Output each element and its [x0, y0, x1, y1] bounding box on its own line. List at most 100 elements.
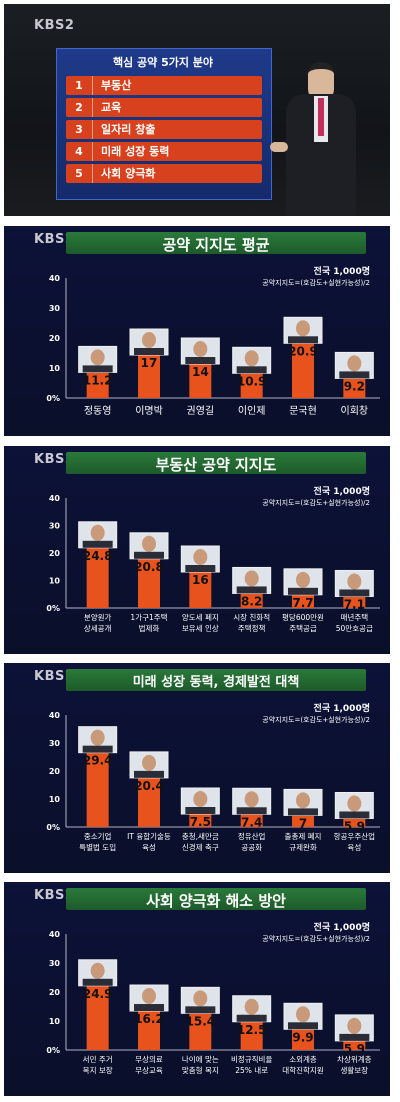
candidate-suit — [134, 551, 164, 559]
category-label: 출총제 폐지 — [285, 831, 322, 841]
sample-size-note: 전국 1,000명 — [313, 267, 370, 277]
y-tick-label: 40 — [49, 494, 61, 503]
y-tick-label: 10 — [49, 795, 61, 804]
candidate-suit — [288, 808, 318, 816]
title-bar — [66, 232, 366, 254]
presenter-tie — [318, 98, 324, 136]
bar — [86, 744, 109, 827]
category-label: 무상의료 — [135, 1054, 163, 1064]
menu-item-5: 5 사회 양극화 — [66, 164, 262, 183]
menu-item-label: 사회 양극화 — [101, 167, 156, 180]
sample-size-note: 전국 1,000명 — [313, 487, 370, 497]
bar — [86, 977, 109, 1050]
y-tick-label: 0% — [46, 1046, 60, 1055]
menu-item-number: 1 — [66, 76, 93, 95]
category-label: 50만호공급 — [336, 624, 373, 633]
y-tick-label: 10 — [49, 1017, 61, 1026]
kbs2-logo: KBS2 — [34, 888, 75, 903]
value-label: 24.8 — [83, 549, 113, 563]
candidate-suit — [82, 745, 113, 753]
y-tick-label: 40 — [49, 274, 61, 283]
candidate-suit — [236, 807, 267, 815]
candidate-suit — [236, 366, 267, 374]
value-label: 20.4 — [134, 779, 164, 793]
value-label: 9.2 — [344, 379, 365, 393]
category-label: 시장 친화적 — [233, 612, 270, 622]
category-label: 맞춤형 복지 — [182, 1065, 219, 1075]
candidate-face — [142, 988, 156, 1005]
category-label: 주택정책 — [238, 623, 266, 633]
category-label: 문국현 — [289, 405, 317, 417]
menu-title: 핵심 공약 5가지 분야 — [112, 56, 214, 69]
chart-title: 공약 지지도 평균 — [162, 236, 270, 254]
candidate-face — [296, 792, 310, 809]
candidate-face — [244, 791, 259, 808]
category-label: IT 융합기술등 — [127, 832, 171, 841]
candidate-face — [296, 320, 310, 337]
candidate-face — [244, 570, 259, 587]
candidate-face — [142, 535, 156, 552]
candidate-suit — [134, 770, 164, 778]
category-label: 이회창 — [341, 405, 369, 417]
y-tick-label: 20 — [49, 988, 61, 997]
category-label: 충청,새만금 — [182, 832, 219, 841]
candidate-suit — [288, 336, 318, 344]
value-label: 29.4 — [83, 754, 113, 768]
menu-item-4: 4 미래 성장 동력 — [66, 142, 262, 161]
title-bar — [66, 452, 366, 474]
value-label: 15.4 — [186, 1014, 216, 1028]
value-label: 17 — [141, 356, 158, 370]
category-label: 분양원가 — [84, 613, 112, 622]
candidate-suit — [339, 811, 370, 819]
candidate-suit — [82, 365, 113, 373]
category-label: 대학진학지원 — [282, 1065, 323, 1075]
category-label: 상세공개 — [84, 623, 112, 633]
candidate-suit — [339, 589, 370, 597]
candidate-face — [90, 524, 105, 541]
value-label: 7.5 — [190, 815, 211, 829]
y-tick-label: 10 — [49, 577, 61, 586]
candidate-suit — [288, 587, 318, 595]
category-label: 항공우주산업 — [334, 831, 375, 841]
menu-item-label: 교육 — [101, 101, 122, 114]
category-label: 비정규직비율 — [231, 1054, 272, 1064]
value-label: 7.1 — [344, 597, 365, 611]
candidate-face — [193, 549, 208, 565]
panel-real-estate: KBS2 부동산 공약 지지도 전국 1,000명 공약지지도=(호감도+실현가능성)… — [4, 446, 390, 654]
bar — [292, 335, 314, 398]
value-label: 5.9 — [344, 819, 365, 833]
bar — [189, 356, 212, 398]
category-label: 중소기업 — [84, 832, 112, 841]
category-label: 복지 보장 — [83, 1065, 113, 1075]
kbs2-logo: KBS2 — [34, 232, 75, 247]
y-tick-label: 40 — [49, 711, 61, 720]
kbs2-logo: KBS2 — [34, 669, 75, 684]
formula-note: 공약지지도=(호감도+실현가능성)/2 — [262, 499, 370, 507]
formula-note: 공약지지도=(호감도+실현가능성)/2 — [262, 716, 370, 724]
chart-title: 미래 성장 동력, 경제발전 대책 — [132, 675, 300, 690]
value-label: 8.2 — [241, 594, 262, 608]
sample-size-note: 전국 1,000명 — [313, 923, 370, 933]
candidate-face — [347, 355, 362, 372]
kbs2-logo: KBS2 — [34, 18, 75, 33]
menu-item-number: 4 — [66, 142, 93, 161]
chart-title: 부동산 공약 지지도 — [155, 456, 277, 474]
candidate-suit — [134, 1004, 164, 1012]
menu-item-number: 5 — [66, 164, 93, 183]
candidate-suit — [185, 807, 216, 814]
presenter-hand — [270, 142, 288, 152]
sample-size-note: 전국 1,000명 — [313, 704, 370, 714]
category-label: 평당600만원 — [282, 612, 324, 622]
candidate-face — [193, 791, 208, 807]
value-label: 12.5 — [237, 1023, 267, 1037]
formula-note: 공약지지도=(호감도+실현가능성)/2 — [262, 279, 370, 287]
y-tick-label: 30 — [49, 304, 61, 313]
category-label: 이인제 — [238, 405, 266, 417]
category-label: 매년주택 — [341, 612, 369, 622]
category-label: 1가구1주택 — [130, 612, 167, 622]
y-tick-label: 30 — [49, 959, 61, 968]
bar — [86, 539, 109, 608]
category-label: 법제화 — [139, 623, 160, 633]
